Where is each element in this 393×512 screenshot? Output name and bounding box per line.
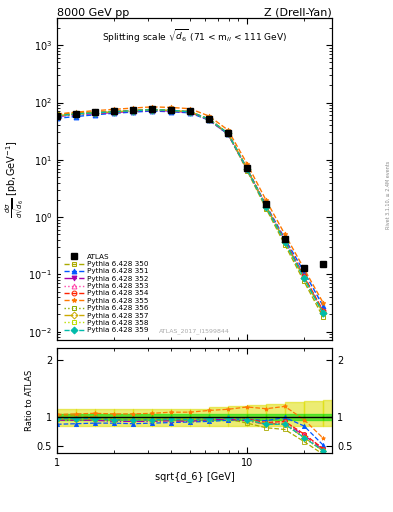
- X-axis label: sqrt{d_6} [GeV]: sqrt{d_6} [GeV]: [155, 471, 234, 482]
- Text: Rivet 3.1.10, ≥ 2.4M events: Rivet 3.1.10, ≥ 2.4M events: [386, 160, 391, 229]
- Y-axis label: $\frac{d\sigma}{d\sqrt{d_6}}$ [pb,GeV$^{-1}$]: $\frac{d\sigma}{d\sqrt{d_6}}$ [pb,GeV$^{…: [4, 140, 27, 218]
- Text: Z (Drell-Yan): Z (Drell-Yan): [264, 8, 332, 18]
- Text: Splitting scale $\sqrt{d_6}$ (71 < m$_{ll}$ < 111 GeV): Splitting scale $\sqrt{d_6}$ (71 < m$_{l…: [102, 28, 287, 45]
- Text: 8000 GeV pp: 8000 GeV pp: [57, 8, 129, 18]
- Text: ATLAS_2017_I1599844: ATLAS_2017_I1599844: [159, 328, 230, 334]
- Y-axis label: Ratio to ATLAS: Ratio to ATLAS: [25, 370, 34, 431]
- Legend: ATLAS, Pythia 6.428 350, Pythia 6.428 351, Pythia 6.428 352, Pythia 6.428 353, P: ATLAS, Pythia 6.428 350, Pythia 6.428 35…: [61, 250, 152, 337]
